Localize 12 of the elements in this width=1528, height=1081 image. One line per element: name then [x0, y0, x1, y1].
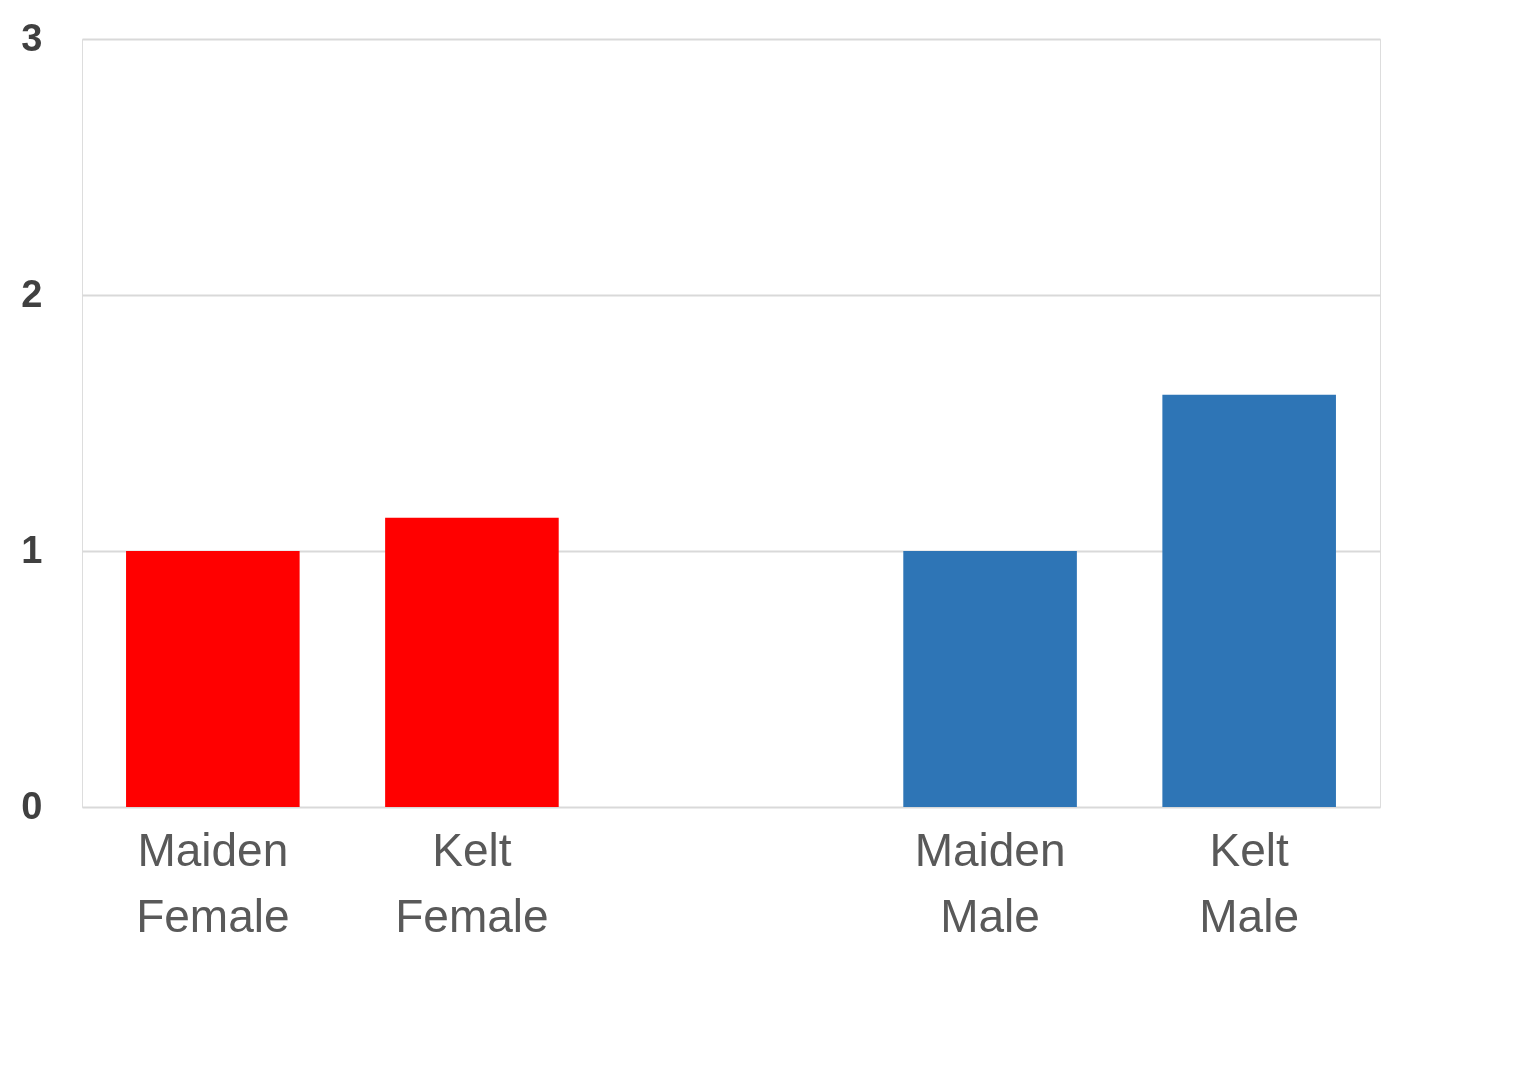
- y-tick-label: 1: [21, 528, 43, 571]
- bar: [903, 551, 1077, 807]
- bar: [385, 517, 559, 807]
- bar: [1162, 394, 1336, 807]
- y-tick-label: 3: [21, 16, 43, 59]
- y-tick-label: 0: [21, 784, 43, 827]
- y-tick-label: 2: [21, 272, 43, 315]
- x-tick-label: Kelt Male: [1199, 823, 1300, 942]
- x-tick-label: Maiden Male: [914, 823, 1066, 942]
- x-tick-label: Kelt Female: [395, 823, 549, 942]
- x-tick-label: Maiden Female: [136, 823, 290, 942]
- bar: [126, 551, 300, 807]
